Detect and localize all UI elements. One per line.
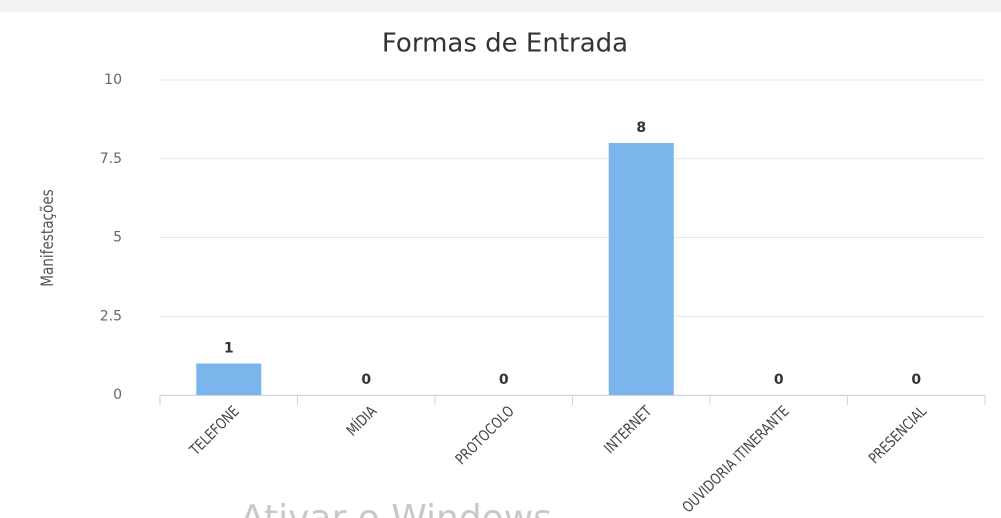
x-tick-label: TELEFONE	[186, 403, 243, 460]
data-label: 8	[636, 120, 646, 136]
x-tick-label: OUVIDORIA ITINERANTE	[679, 403, 793, 517]
data-label: 0	[499, 372, 509, 388]
data-label: 1	[224, 341, 234, 357]
x-tick-label: INTERNET	[601, 402, 656, 457]
y-tick-label: 2.5	[100, 308, 122, 324]
watermark: Ativar o Windows	[240, 498, 552, 518]
data-label: 0	[361, 372, 371, 388]
y-tick-label: 7.5	[100, 151, 122, 167]
x-tick-label: PROTOCOLO	[452, 403, 518, 469]
y-tick-label: 5	[113, 230, 122, 246]
y-tick-label: 0	[113, 387, 122, 403]
x-tick-label: MÍDIA	[343, 402, 381, 440]
y-axis-label: Manifestações	[38, 189, 58, 287]
y-tick-label: 10	[104, 72, 122, 88]
bar	[196, 363, 262, 395]
bar	[608, 143, 674, 395]
data-label: 0	[774, 372, 784, 388]
top-strip	[0, 0, 1001, 12]
chart-title: Formas de Entrada	[382, 29, 628, 59]
data-label: 0	[911, 372, 921, 388]
x-tick-label: PRESENCIAL	[866, 402, 931, 467]
